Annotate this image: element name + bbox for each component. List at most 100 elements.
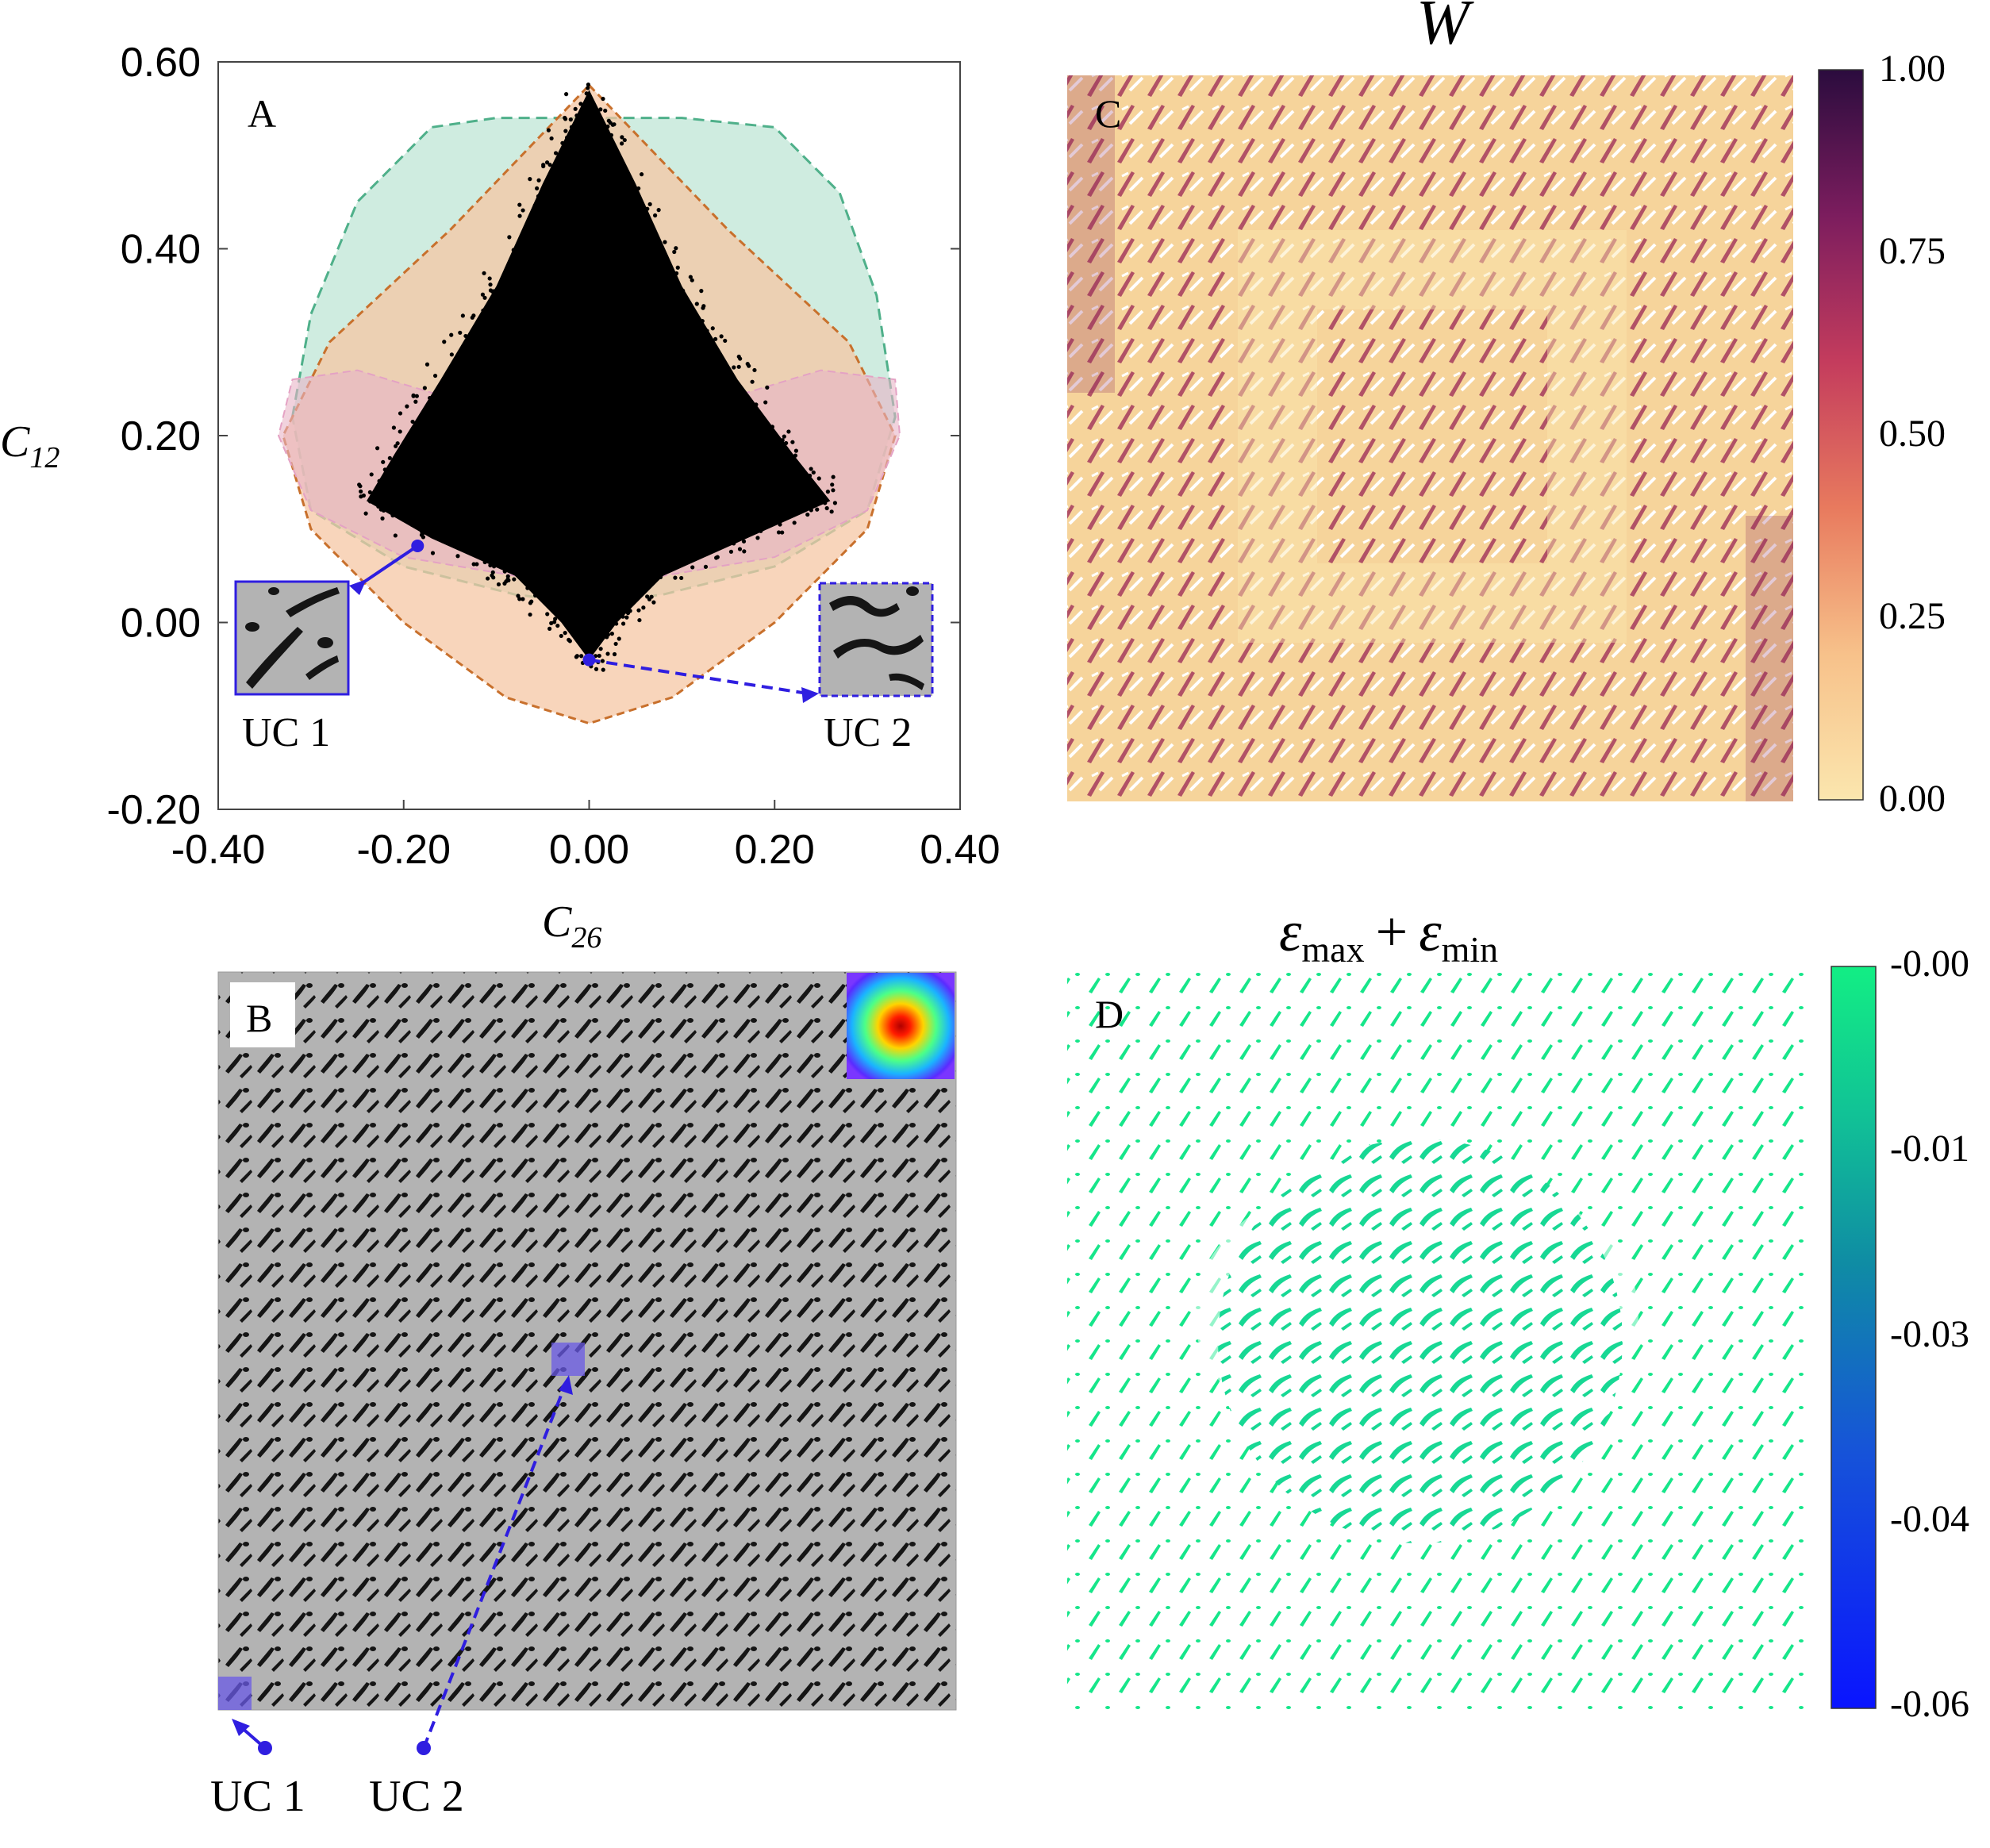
scatter-point bbox=[637, 617, 642, 623]
scatter-point bbox=[429, 520, 435, 524]
scatter-point bbox=[468, 344, 473, 348]
scatter-point bbox=[564, 135, 570, 140]
scatter-point bbox=[620, 621, 626, 626]
scatter-point bbox=[824, 505, 829, 511]
scatter-point bbox=[701, 537, 706, 542]
scatter-point bbox=[447, 381, 451, 386]
scatter-point bbox=[562, 148, 567, 153]
scatter-point bbox=[738, 356, 743, 361]
scatter-point bbox=[564, 92, 569, 97]
panel-d-label: D bbox=[1095, 992, 1124, 1036]
scatter-point bbox=[417, 444, 422, 448]
scatter-point bbox=[589, 106, 594, 110]
scatter-point bbox=[563, 611, 568, 616]
scatter-point bbox=[620, 135, 624, 140]
scatter-point bbox=[563, 117, 568, 121]
scatter-point bbox=[788, 459, 793, 463]
scatter-point bbox=[545, 612, 550, 617]
scatter-point bbox=[759, 430, 763, 435]
scatter-point bbox=[617, 636, 621, 641]
scatter-point bbox=[786, 429, 791, 434]
scatter-point bbox=[602, 623, 607, 628]
scatter-point bbox=[816, 489, 820, 494]
w-tick-1: 1.00 bbox=[1879, 48, 1946, 90]
scatter-point bbox=[513, 567, 518, 572]
scatter-point bbox=[605, 129, 609, 133]
scatter-point bbox=[606, 118, 611, 123]
scatter-point bbox=[815, 507, 820, 512]
scatter-point bbox=[736, 364, 741, 369]
scatter-point bbox=[771, 515, 777, 520]
panel-b-uc2-arrow bbox=[417, 1375, 573, 1755]
scatter-point bbox=[488, 282, 493, 287]
scatter-point bbox=[586, 115, 590, 120]
w-tick-4: 0.25 bbox=[1879, 595, 1946, 637]
scatter-point bbox=[778, 522, 782, 527]
scatter-point bbox=[511, 248, 516, 252]
scatter-point bbox=[651, 600, 656, 605]
scatter-point bbox=[410, 419, 415, 425]
scatter-point bbox=[674, 246, 678, 251]
scatter-point bbox=[717, 533, 722, 538]
scatter-point bbox=[691, 313, 696, 318]
scatter-point bbox=[798, 478, 803, 482]
scatter-point bbox=[357, 482, 362, 487]
scatter-point bbox=[759, 528, 763, 533]
scatter-point bbox=[500, 285, 505, 290]
scatter-point bbox=[599, 632, 604, 636]
scatter-point bbox=[684, 313, 689, 319]
scatter-point bbox=[551, 591, 555, 596]
scatter-point bbox=[482, 295, 487, 300]
scatter-point bbox=[735, 526, 740, 532]
scatter-point bbox=[517, 213, 522, 218]
scatter-point bbox=[398, 429, 402, 434]
scatter-point bbox=[628, 205, 632, 209]
scatter-point bbox=[480, 292, 486, 297]
scatter-point bbox=[609, 133, 614, 137]
scatter-point bbox=[422, 386, 427, 390]
scatter-point bbox=[376, 504, 381, 509]
scatter-point bbox=[547, 163, 552, 167]
scatter-point bbox=[620, 591, 624, 596]
scatter-point bbox=[475, 547, 480, 551]
scatter-point bbox=[559, 633, 563, 639]
scatter-point bbox=[504, 579, 509, 584]
scatter-point bbox=[682, 305, 687, 310]
scatter-point bbox=[529, 599, 534, 604]
scatter-point bbox=[442, 340, 447, 344]
panel-a-label: A bbox=[248, 91, 276, 136]
panel-a: -0.40 -0.20 0.00 0.20 0.400.600.400.200.00-0… bbox=[0, 40, 1001, 955]
scatter-point bbox=[440, 539, 445, 544]
scatter-point bbox=[682, 300, 686, 305]
scatter-point bbox=[615, 150, 620, 156]
scatter-point bbox=[719, 334, 724, 339]
scatter-point bbox=[799, 506, 805, 511]
scatter-point bbox=[525, 586, 530, 590]
scatter-point bbox=[413, 426, 419, 431]
scatter-point bbox=[649, 594, 654, 599]
scatter-point bbox=[723, 338, 728, 344]
scatter-point bbox=[809, 467, 813, 471]
scatter-point bbox=[579, 654, 584, 659]
scatter-point bbox=[381, 459, 386, 464]
scatter-point bbox=[455, 554, 460, 559]
scatter-point bbox=[401, 453, 406, 458]
w-colorbar-ticks: 1.00 0.75 0.50 0.25 0.00 bbox=[1879, 48, 1946, 820]
scatter-point bbox=[586, 83, 591, 87]
scatter-point bbox=[675, 559, 681, 563]
scatter-point bbox=[463, 333, 468, 339]
scatter-point bbox=[509, 566, 514, 571]
scatter-point bbox=[536, 220, 540, 225]
scatter-point bbox=[763, 428, 768, 433]
scatter-point bbox=[821, 498, 826, 504]
scatter-point bbox=[601, 667, 605, 672]
scatter-point bbox=[391, 474, 396, 479]
strain-field-core bbox=[1218, 1139, 1623, 1543]
scatter-point bbox=[482, 271, 486, 275]
scatter-point bbox=[517, 202, 522, 207]
scatter-point bbox=[523, 244, 528, 249]
scatter-point bbox=[428, 395, 432, 401]
scatter-point bbox=[800, 467, 805, 472]
scatter-point bbox=[614, 621, 619, 626]
scatter-point bbox=[612, 651, 617, 657]
